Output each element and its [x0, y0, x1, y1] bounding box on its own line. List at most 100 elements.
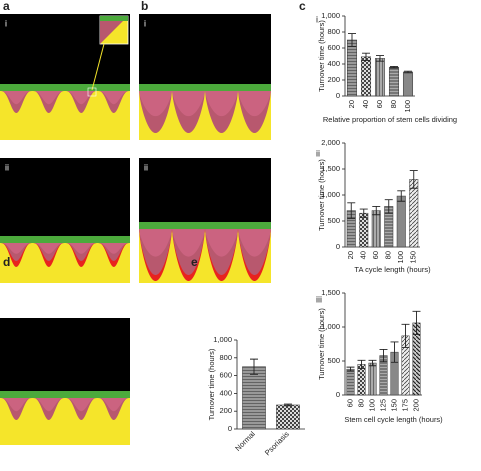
x-tick-label: 150: [409, 251, 418, 264]
image-sublabel: ii: [5, 162, 9, 172]
error-bar: [250, 358, 258, 375]
error-bar: [357, 359, 366, 369]
x-tick-label: 80: [356, 399, 365, 407]
x-tick-label: 175: [400, 399, 409, 412]
y-tick-label: 500: [327, 216, 340, 225]
error-bar: [401, 323, 410, 348]
bar: [368, 362, 377, 396]
x-tick-label: Psoriasis: [263, 429, 291, 457]
green-layer: [0, 236, 130, 243]
error-bar: [347, 202, 356, 219]
bar: [409, 179, 419, 248]
x-axis-label: Relative proportion of stem cells dividi…: [323, 115, 457, 124]
y-tick-label: 600: [219, 371, 232, 380]
y-tick-label: 1,000: [321, 322, 340, 331]
panel-label: d: [3, 255, 10, 269]
y-tick-label: 1,500: [321, 288, 340, 297]
x-tick-label: 100: [396, 251, 405, 264]
green-layer: [139, 222, 271, 229]
y-tick-label: 2,000: [321, 138, 340, 147]
error-bar: [412, 310, 421, 335]
error-bar: [376, 55, 384, 62]
bar: [276, 404, 300, 430]
x-tick-label: 20: [346, 251, 355, 259]
error-bar: [359, 208, 368, 218]
x-axis-label: Stem cell cycle length (hours): [344, 415, 443, 424]
y-axis-label: Turnover time (hours): [317, 20, 326, 92]
error-bar: [284, 403, 292, 407]
black-space: [139, 14, 271, 84]
bar: [242, 366, 266, 430]
error-bar: [397, 190, 406, 202]
error-bar: [368, 359, 377, 367]
chart-sublabel: iii: [316, 294, 322, 304]
x-tick-label: 20: [347, 100, 356, 108]
x-tick-label: 40: [361, 100, 370, 108]
black-space: [139, 158, 271, 222]
error-bar: [348, 33, 356, 47]
x-tick-label: 200: [411, 399, 420, 412]
y-tick-label: 800: [327, 27, 340, 36]
y-axis-label: Turnover time (hours): [317, 159, 326, 231]
y-axis-label: Turnover time (hours): [317, 308, 326, 380]
image-sublabel: ii: [144, 162, 148, 172]
error-bar: [372, 205, 381, 216]
x-tick-label: 40: [359, 251, 368, 259]
x-tick-label: Normal: [233, 429, 257, 453]
green-layer: [0, 84, 130, 91]
y-tick-label: 1,000: [321, 190, 340, 199]
zoom-box: [87, 87, 97, 97]
error-bar: [409, 170, 418, 189]
x-tick-label: 60: [371, 251, 380, 259]
bar: [357, 364, 366, 396]
y-tick-label: 200: [219, 406, 232, 415]
bar: [371, 210, 381, 248]
panel-label: b: [141, 0, 148, 13]
bar: [346, 39, 358, 97]
error-bar: [404, 70, 412, 74]
y-axis-label: Turnover time (hours): [207, 348, 216, 420]
bar: [396, 195, 406, 248]
error-bar: [384, 199, 393, 214]
x-tick-label: 60: [345, 399, 354, 407]
inset-green: [100, 16, 128, 21]
error-bar: [379, 348, 388, 363]
x-tick-label: 100: [403, 100, 412, 113]
bar: [359, 212, 369, 248]
inset-line: [91, 43, 105, 91]
panel-label: a: [3, 0, 10, 13]
black-space: [0, 158, 130, 236]
bar: [402, 71, 414, 97]
simulation-images: [0, 14, 271, 445]
green-layer: [139, 84, 271, 91]
black-space: [0, 318, 130, 391]
y-tick-label: 0: [336, 91, 340, 100]
bar: [346, 368, 355, 396]
y-tick-label: 200: [327, 75, 340, 84]
error-bar: [346, 366, 355, 372]
y-tick-label: 500: [327, 356, 340, 365]
image-sublabel: i: [144, 18, 146, 28]
y-tick-label: 0: [228, 424, 232, 433]
error-bar: [362, 52, 370, 61]
image-sublabel: i: [5, 18, 7, 28]
inset-cells: [100, 16, 128, 44]
y-tick-label: 800: [219, 353, 232, 362]
error-bar: [390, 341, 399, 363]
x-tick-label: 150: [389, 399, 398, 412]
panel-label: e: [191, 255, 198, 269]
y-tick-label: 1,000: [321, 11, 340, 20]
y-tick-label: 1,000: [213, 335, 232, 344]
x-tick-label: 80: [384, 251, 393, 259]
y-tick-label: 1,500: [321, 164, 340, 173]
y-tick-label: 400: [327, 59, 340, 68]
y-tick-label: 0: [336, 390, 340, 399]
y-tick-label: 400: [219, 388, 232, 397]
green-layer: [0, 391, 130, 398]
y-tick-label: 0: [336, 242, 340, 251]
x-tick-label: 80: [389, 100, 398, 108]
y-tick-label: 600: [327, 43, 340, 52]
x-tick-label: 60: [375, 100, 384, 108]
panel-label: c: [299, 0, 306, 13]
